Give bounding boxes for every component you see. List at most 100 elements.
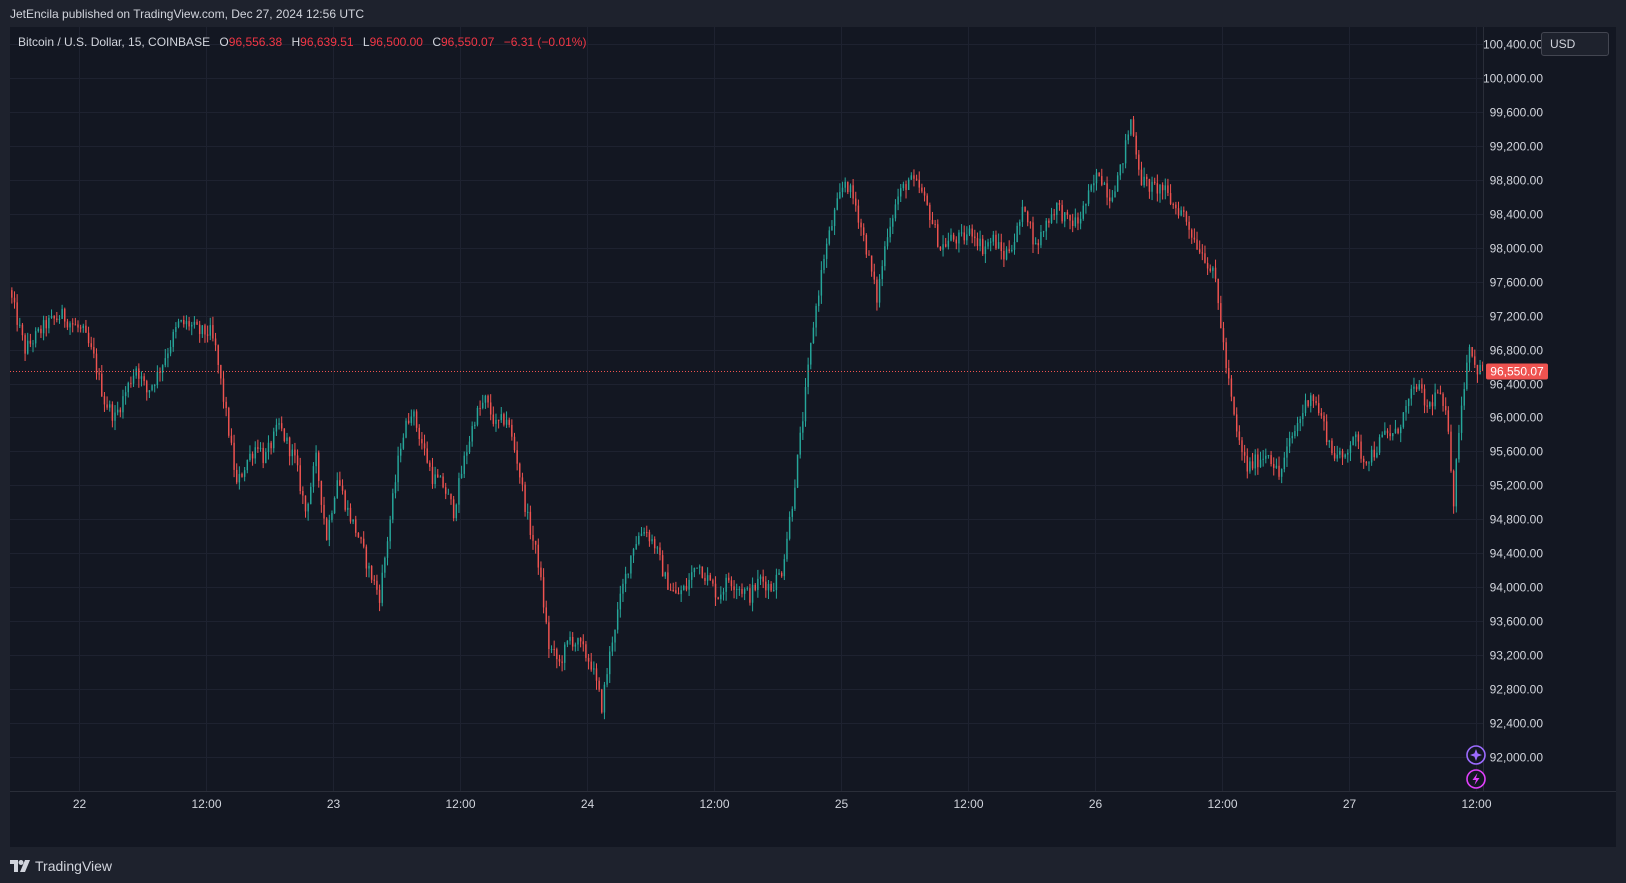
candle-body (741, 588, 743, 594)
lightning-badge-icon[interactable] (1466, 769, 1486, 789)
candle-body (1352, 437, 1354, 446)
candle-body (1246, 455, 1249, 472)
candle-body (915, 178, 918, 180)
candle (783, 554, 786, 581)
candle-body (1098, 172, 1100, 177)
candle-body (1450, 431, 1452, 471)
candle (1045, 218, 1047, 240)
candle-body (45, 320, 47, 329)
candle (709, 572, 711, 581)
candle-body (709, 575, 711, 581)
candle (1082, 201, 1084, 221)
candle-body (939, 246, 942, 250)
candle-body (357, 532, 360, 538)
candle (780, 571, 783, 578)
y-tick-label: 98,000.00 (1490, 242, 1544, 256)
candle (270, 440, 272, 455)
candle (627, 573, 629, 579)
candle (505, 411, 508, 429)
candle-body (119, 409, 122, 413)
candle (1402, 411, 1405, 429)
candle (188, 317, 190, 331)
candle (167, 347, 169, 368)
candle-body (233, 442, 235, 470)
price-axis[interactable]: 92,000.00 92,400.00 92,800.00 93,200.00 93,6… (1483, 38, 1543, 765)
candle (820, 261, 823, 304)
y-tick-label: 100,400.00 (1483, 38, 1543, 52)
candle-body (1106, 183, 1108, 198)
candle-body (196, 321, 198, 325)
candle-body (847, 181, 849, 193)
candle (521, 472, 524, 492)
candle-body (1407, 398, 1410, 407)
candle-body (1045, 220, 1047, 232)
candle (222, 370, 225, 409)
candle-body (1262, 458, 1264, 460)
candle (386, 536, 389, 566)
candle-body (156, 371, 159, 386)
candle (1265, 448, 1267, 464)
candle-body (400, 448, 402, 456)
candle-body (1347, 452, 1349, 455)
candle (288, 436, 291, 466)
candle-body (487, 395, 489, 403)
candle (1130, 119, 1132, 137)
candle-body (1312, 395, 1315, 401)
sparkle-badge-icon[interactable] (1466, 745, 1486, 765)
candle-body (526, 511, 529, 513)
candle-body (1159, 184, 1161, 194)
candle (873, 263, 876, 285)
symbol-name[interactable]: Bitcoin / U.S. Dollar, 15, COINBASE (18, 35, 211, 49)
candle-body (13, 297, 16, 303)
candle-body (698, 566, 701, 568)
candle-body (429, 462, 431, 467)
candle-body (243, 470, 246, 477)
candle (1399, 424, 1402, 443)
candlestick-chart[interactable]: 92,000.00 92,400.00 92,800.00 93,200.00 93,6… (10, 27, 1616, 847)
candle (347, 500, 349, 516)
candle (720, 586, 722, 604)
time-axis[interactable]: 22 12:00 23 12:00 24 12:00 25 12:00 26 12:00 27 12:… (73, 797, 1492, 811)
candle-body (1114, 191, 1116, 198)
candle-body (1169, 193, 1172, 204)
candle (1455, 458, 1458, 513)
candle-body (143, 376, 145, 382)
candle-body (505, 419, 508, 425)
candle-body (1315, 400, 1317, 404)
candle-body (1095, 172, 1098, 184)
candle-body (796, 454, 799, 488)
candle (1312, 394, 1315, 408)
candle (1103, 181, 1106, 185)
candle-body (952, 234, 955, 240)
candle (360, 536, 362, 544)
candle-body (831, 225, 833, 231)
candle (50, 309, 53, 319)
chart-panel[interactable]: 92,000.00 92,400.00 92,800.00 93,200.00 93,6… (10, 27, 1616, 847)
candle-body (1241, 440, 1243, 453)
candle-body (942, 244, 944, 250)
candle (622, 578, 624, 602)
x-tick-label: 25 (835, 797, 849, 811)
candle-body (206, 334, 209, 336)
candle-body (1206, 262, 1209, 269)
candle-body (66, 321, 69, 328)
candle (934, 219, 936, 228)
candle-body (955, 239, 958, 244)
candle (788, 511, 791, 541)
candle (828, 226, 831, 246)
candle (532, 525, 534, 550)
candle-body (1466, 362, 1468, 390)
candle-body (64, 308, 66, 322)
candle-body (1056, 202, 1058, 215)
candle-body (1439, 392, 1442, 394)
candle (1291, 432, 1293, 444)
candle (1362, 455, 1365, 469)
candle (1405, 400, 1407, 421)
candle-body (410, 416, 413, 423)
candle (519, 462, 521, 484)
candle (1180, 206, 1182, 217)
currency-button[interactable]: USD (1541, 32, 1609, 56)
candle-body (1058, 202, 1061, 205)
y-tick-label: 92,800.00 (1490, 683, 1544, 697)
candle-body (712, 580, 714, 584)
